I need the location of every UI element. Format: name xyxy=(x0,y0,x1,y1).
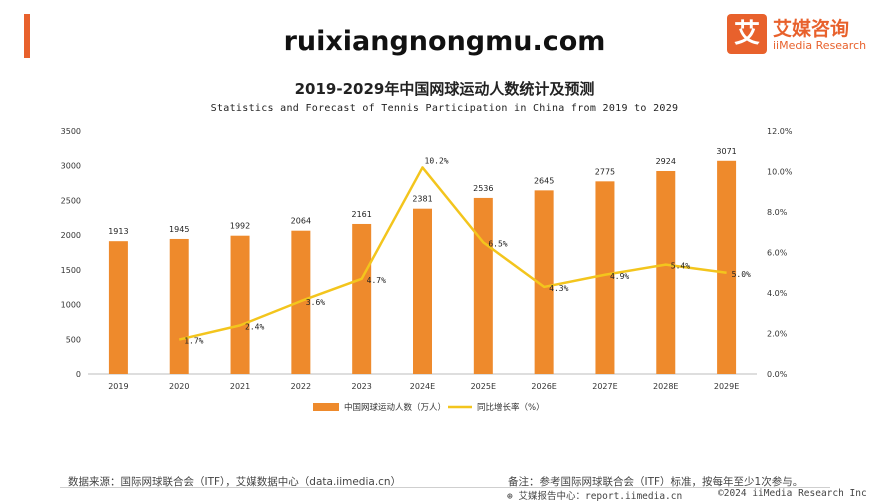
report-center: ⊕ 艾媒报告中心：report.iimedia.cn xyxy=(507,488,682,502)
bar-value-label: 1945 xyxy=(169,225,189,234)
remark-note: 备注：参考国际网球联合会（ITF）标准，按每年至少1次参与。 xyxy=(508,476,804,488)
bar xyxy=(534,190,554,374)
logo-name-en: iiMedia Research xyxy=(773,39,867,52)
bar-value-label: 1992 xyxy=(230,222,250,231)
x-tick-label: 2028E xyxy=(653,382,678,391)
legend-swatch-bars xyxy=(313,403,339,411)
bar-value-label: 2161 xyxy=(352,210,372,219)
growth-rate-label: 4.3% xyxy=(549,284,568,293)
y-left-tick-label: 1500 xyxy=(61,266,81,275)
bar xyxy=(352,223,372,374)
copyright: ©2024 iiMedia Research Inc xyxy=(718,488,867,499)
bar xyxy=(230,235,250,374)
bar-value-label: 2775 xyxy=(595,167,615,176)
accent-bar xyxy=(24,14,30,58)
y-right-tick-label: 10.0% xyxy=(767,168,793,177)
y-left-tick-label: 3500 xyxy=(61,127,81,136)
footer-divider xyxy=(60,487,830,488)
growth-rate-label: 3.6% xyxy=(306,298,325,307)
y-right-tick-label: 0.0% xyxy=(767,370,788,379)
y-right-tick-label: 4.0% xyxy=(767,289,788,298)
x-tick-label: 2023 xyxy=(352,382,372,391)
watermark-text: ruixiangnongmu.com xyxy=(283,26,606,57)
bar-value-label: 2924 xyxy=(656,157,676,166)
growth-rate-label: 2.4% xyxy=(245,322,264,331)
bar-value-label: 3071 xyxy=(716,147,736,156)
report-center-icon: ⊕ xyxy=(507,491,513,502)
y-right-tick-label: 6.0% xyxy=(767,249,788,258)
growth-rate-label: 5.0% xyxy=(732,270,751,279)
y-left-tick-label: 2000 xyxy=(61,231,81,240)
growth-rate-label: 5.4% xyxy=(671,262,690,271)
source-note: 数据来源：国际网球联合会（ITF），艾媒数据中心（data.iimedia.cn… xyxy=(68,476,402,488)
bar xyxy=(473,197,493,374)
y-left-tick-label: 0 xyxy=(76,370,81,379)
x-tick-label: 2026E xyxy=(531,382,556,391)
bar-value-label: 1913 xyxy=(108,227,128,236)
x-tick-label: 2027E xyxy=(592,382,617,391)
report-center-text: 艾媒报告中心：report.iimedia.cn xyxy=(518,491,683,502)
bar-value-label: 2064 xyxy=(291,217,311,226)
x-tick-label: 2020 xyxy=(169,382,189,391)
growth-rate-label: 1.7% xyxy=(184,337,203,346)
bar xyxy=(595,181,615,374)
y-left-tick-label: 3000 xyxy=(61,162,81,171)
bar xyxy=(413,208,432,374)
growth-rate-label: 6.5% xyxy=(488,239,507,248)
y-right-tick-label: 2.0% xyxy=(767,330,788,339)
bar xyxy=(169,238,189,374)
bar xyxy=(656,170,676,374)
chart-title: 2019-2029年中国网球运动人数统计及预测 xyxy=(294,80,595,98)
y-right-tick-label: 12.0% xyxy=(767,127,793,136)
legend-label-bars: 中国网球运动人数（万人） xyxy=(344,402,446,413)
x-tick-label: 2021 xyxy=(230,382,250,391)
x-tick-label: 2025E xyxy=(471,382,496,391)
iimedia-logo: 艾 艾媒咨询 iiMedia Research xyxy=(727,14,877,56)
bar xyxy=(108,241,128,374)
growth-rate-label: 4.9% xyxy=(610,272,629,281)
growth-rate-label: 4.7% xyxy=(367,276,386,285)
x-tick-label: 2019 xyxy=(108,382,128,391)
logo-mark: 艾 xyxy=(727,14,767,54)
y-right-tick-label: 8.0% xyxy=(767,208,788,217)
bar xyxy=(717,160,737,374)
x-tick-label: 2024E xyxy=(410,382,435,391)
bar-value-label: 2381 xyxy=(412,195,432,204)
x-tick-label: 2029E xyxy=(714,382,739,391)
y-left-tick-label: 500 xyxy=(66,335,81,344)
bar-value-label: 2645 xyxy=(534,176,554,185)
legend-label-line: 同比增长率（%） xyxy=(477,402,545,413)
growth-rate-label: 10.2% xyxy=(425,156,449,165)
y-left-tick-label: 1000 xyxy=(61,301,81,310)
growth-rate-line xyxy=(178,166,727,341)
x-tick-label: 2022 xyxy=(291,382,311,391)
y-left-tick-label: 2500 xyxy=(61,196,81,205)
chart-subtitle: Statistics and Forecast of Tennis Partic… xyxy=(210,103,679,114)
bar-value-label: 2536 xyxy=(473,184,493,193)
logo-name-cn: 艾媒咨询 xyxy=(773,18,850,40)
